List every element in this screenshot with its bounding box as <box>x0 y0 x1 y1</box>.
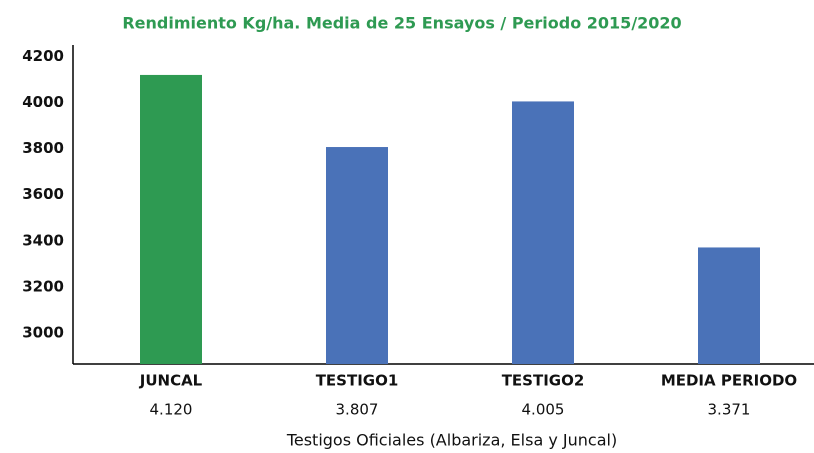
value-label: 4.005 <box>522 401 565 419</box>
bar <box>512 101 574 365</box>
y-tick-label: 3400 <box>22 231 64 249</box>
y-tick-label: 4200 <box>22 47 64 65</box>
bar <box>326 147 388 364</box>
x-tick-label: TESTIGO2 <box>502 372 585 390</box>
bar <box>140 74 202 365</box>
y-tick-label: 3800 <box>22 139 64 157</box>
y-tick-label: 3000 <box>22 323 64 341</box>
x-tick-label: JUNCAL <box>139 372 203 390</box>
value-label: 4.120 <box>150 401 193 419</box>
chart-title: Rendimiento Kg/ha. Media de 25 Ensayos /… <box>122 14 681 33</box>
value-label: 3.807 <box>336 401 379 419</box>
y-tick-label: 3200 <box>22 277 64 295</box>
x-tick-label: TESTIGO1 <box>316 372 399 390</box>
bar <box>698 247 760 364</box>
value-label: 3.371 <box>708 401 751 419</box>
y-tick-label: 3600 <box>22 185 64 203</box>
y-tick-label: 4000 <box>22 93 64 111</box>
x-axis-label: Testigos Oficiales (Albariza, Elsa y Jun… <box>286 431 617 450</box>
x-tick-label: MEDIA PERIODO <box>661 372 797 390</box>
